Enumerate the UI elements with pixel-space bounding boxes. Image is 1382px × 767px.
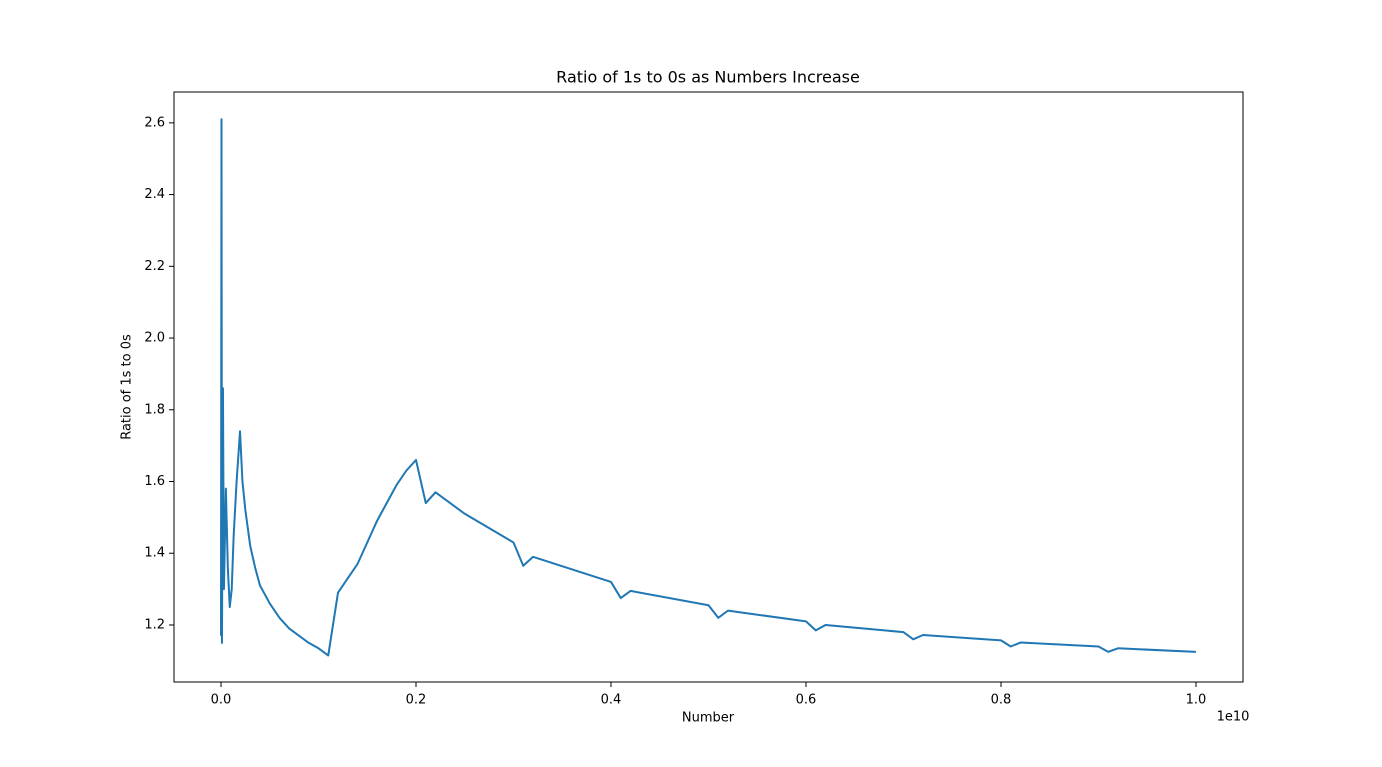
y-tick-label: 2.0 bbox=[144, 331, 165, 346]
y-tick-label: 2.4 bbox=[144, 187, 165, 202]
y-tick-label: 1.4 bbox=[144, 546, 165, 561]
y-tick-label: 2.2 bbox=[144, 259, 165, 274]
chart-title: Ratio of 1s to 0s as Numbers Increase bbox=[556, 68, 860, 87]
x-tick-label: 1.0 bbox=[1186, 693, 1207, 708]
data-line bbox=[220, 118, 1197, 657]
plot-frame bbox=[173, 91, 1244, 683]
x-tick-label: 0.0 bbox=[211, 693, 232, 708]
y-tick-label: 2.6 bbox=[144, 115, 165, 130]
x-tick-label: 0.4 bbox=[601, 693, 622, 708]
y-tick-label: 1.2 bbox=[144, 617, 165, 632]
y-tick-label: 1.6 bbox=[144, 474, 165, 489]
y-tick-label: 1.8 bbox=[144, 402, 165, 417]
x-tick-label: 0.8 bbox=[991, 693, 1012, 708]
x-axis-label: Number bbox=[682, 711, 735, 726]
x-tick-label: 0.6 bbox=[796, 693, 817, 708]
x-offset-label: 1e10 bbox=[1217, 710, 1250, 725]
x-tick-label: 0.2 bbox=[406, 693, 427, 708]
y-axis-label: Ratio of 1s to 0s bbox=[120, 334, 135, 440]
